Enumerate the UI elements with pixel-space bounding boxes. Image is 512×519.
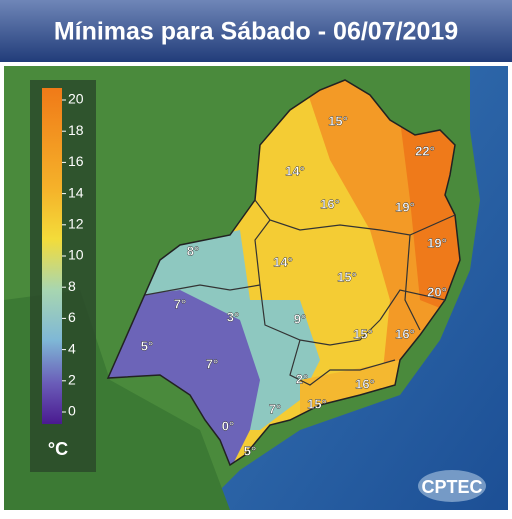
temperature-label: 16° <box>320 196 340 211</box>
border <box>254 219 271 286</box>
border <box>289 339 396 386</box>
legend-scale <box>42 88 62 424</box>
temperature-label: 15° <box>328 113 348 128</box>
legend-tick-label: 14 <box>68 184 84 200</box>
ocean <box>200 66 508 510</box>
temperature-label: 22° <box>415 143 435 158</box>
temperature-label: 7° <box>269 401 281 416</box>
temperature-label: 16° <box>395 326 415 341</box>
legend-tick-label: 4 <box>68 340 76 356</box>
legend-box <box>30 80 96 472</box>
temperature-label: 0° <box>222 418 234 433</box>
temperature-label: 3° <box>227 309 239 324</box>
legend-tick-label: 0 <box>68 403 76 419</box>
title-bar <box>0 0 512 64</box>
legend-tick-label: 16 <box>68 153 84 169</box>
temperature-label: 14° <box>285 163 305 178</box>
legend-tick-label: 20 <box>68 91 84 107</box>
temperature-label: 9° <box>294 311 306 326</box>
border <box>379 289 446 321</box>
temperature-label: 19° <box>427 235 447 250</box>
temperature-label: 15° <box>353 326 373 341</box>
temperature-label: 2° <box>296 371 308 386</box>
temperature-label: 15° <box>337 269 357 284</box>
border <box>144 284 381 346</box>
temperature-label: 7° <box>206 356 218 371</box>
temperature-label: 15° <box>307 396 327 411</box>
temperature-label: 5° <box>141 338 153 353</box>
legend-tick-label: 18 <box>68 122 84 138</box>
title-rule <box>0 62 512 65</box>
legend-unit: °C <box>48 439 68 459</box>
temperature-label: 20° <box>427 284 447 299</box>
logo-badge <box>418 470 486 502</box>
temperature-labels: 15° 22° 14° 16° 19° 19° 8° 14° 15° 20° 7° 3° 9° 15° 16… <box>141 113 447 458</box>
legend-tick-label: 10 <box>68 247 84 263</box>
legend-tick-label: 12 <box>68 216 84 232</box>
temperature-label: 8° <box>187 243 199 258</box>
temperature-label: 16° <box>355 376 375 391</box>
title: Mínimas para Sábado - 06/07/2019 <box>54 18 458 46</box>
temperature-label: 19° <box>395 199 415 214</box>
temperature-label: 7° <box>174 296 186 311</box>
legend-tick-label: 6 <box>68 309 76 325</box>
state-borders <box>144 199 456 386</box>
legend-tick-label: 8 <box>68 278 76 294</box>
temperature-label: 5° <box>244 443 256 458</box>
border <box>404 234 421 331</box>
temperature-label: 14° <box>273 254 293 269</box>
logo: CPTEC <box>421 477 482 497</box>
legend-tick-label: 2 <box>68 372 76 388</box>
